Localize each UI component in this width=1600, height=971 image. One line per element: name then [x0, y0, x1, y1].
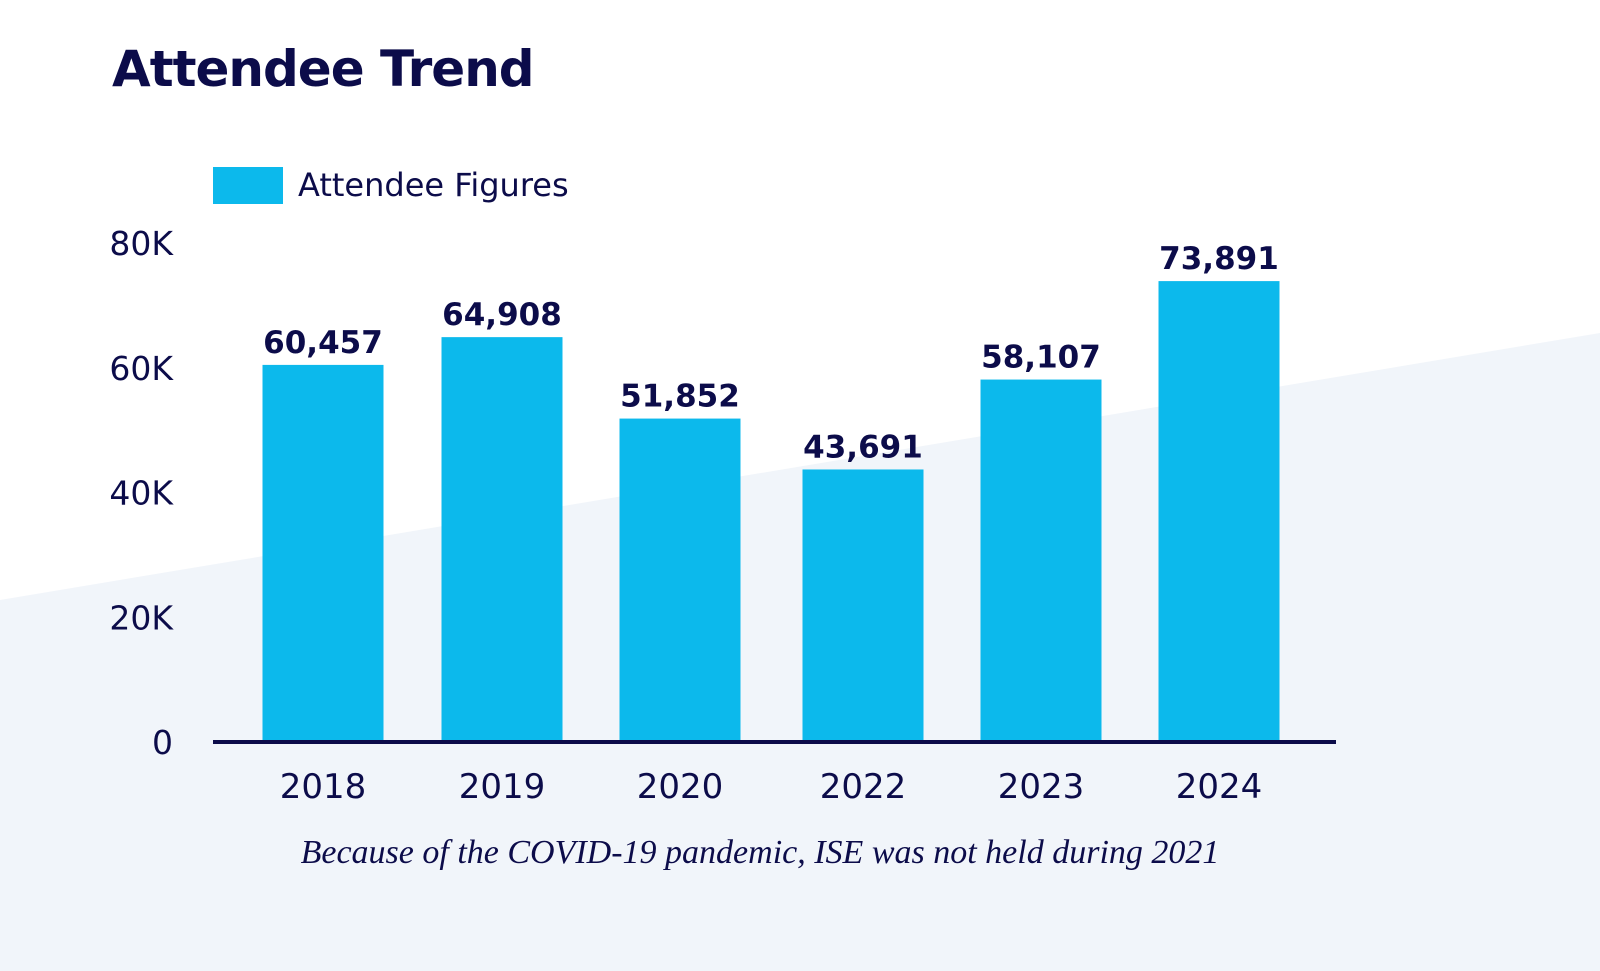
legend-swatch [213, 166, 283, 204]
footnote-annotation: Because of the COVID-19 pandemic, ISE wa… [300, 834, 1220, 871]
x-tick-label-2023: 2023 [998, 767, 1085, 807]
data-label-2018: 60,457 [263, 325, 383, 361]
chart-title: Attendee Trend [112, 40, 535, 98]
x-tick-label-2022: 2022 [820, 767, 907, 807]
data-label-2023: 58,107 [981, 340, 1101, 376]
data-label-2024: 73,891 [1159, 241, 1279, 277]
bar-2022 [802, 469, 924, 742]
y-tick-label: 40K [109, 474, 174, 513]
x-tick-label-2024: 2024 [1176, 767, 1263, 807]
x-tick-label-2020: 2020 [637, 767, 724, 807]
data-label-2022: 43,691 [803, 429, 923, 465]
legend: Attendee Figures [213, 166, 569, 204]
bar-2020 [619, 418, 741, 742]
bar-2018 [262, 364, 384, 742]
y-axis-ticks: 0 20K 40K 60K 80K [109, 224, 174, 762]
legend-label: Attendee Figures [298, 166, 569, 204]
bar-2019 [441, 337, 563, 742]
x-axis-ticks: 2018 2019 2020 2022 2023 2024 [280, 767, 1263, 807]
x-tick-label-2018: 2018 [280, 767, 367, 807]
x-tick-label-2019: 2019 [459, 767, 546, 807]
data-labels: 60,457 64,908 51,852 43,691 58,107 73,891 [263, 241, 1279, 465]
y-tick-label: 20K [109, 598, 174, 637]
data-label-2019: 64,908 [442, 297, 562, 333]
bar-2024 [1158, 281, 1280, 742]
bar-2023 [980, 379, 1102, 742]
bars [262, 281, 1280, 742]
data-label-2020: 51,852 [620, 379, 740, 415]
y-tick-label: 60K [109, 349, 174, 388]
y-tick-label: 0 [152, 723, 173, 762]
y-tick-label: 80K [109, 224, 174, 263]
